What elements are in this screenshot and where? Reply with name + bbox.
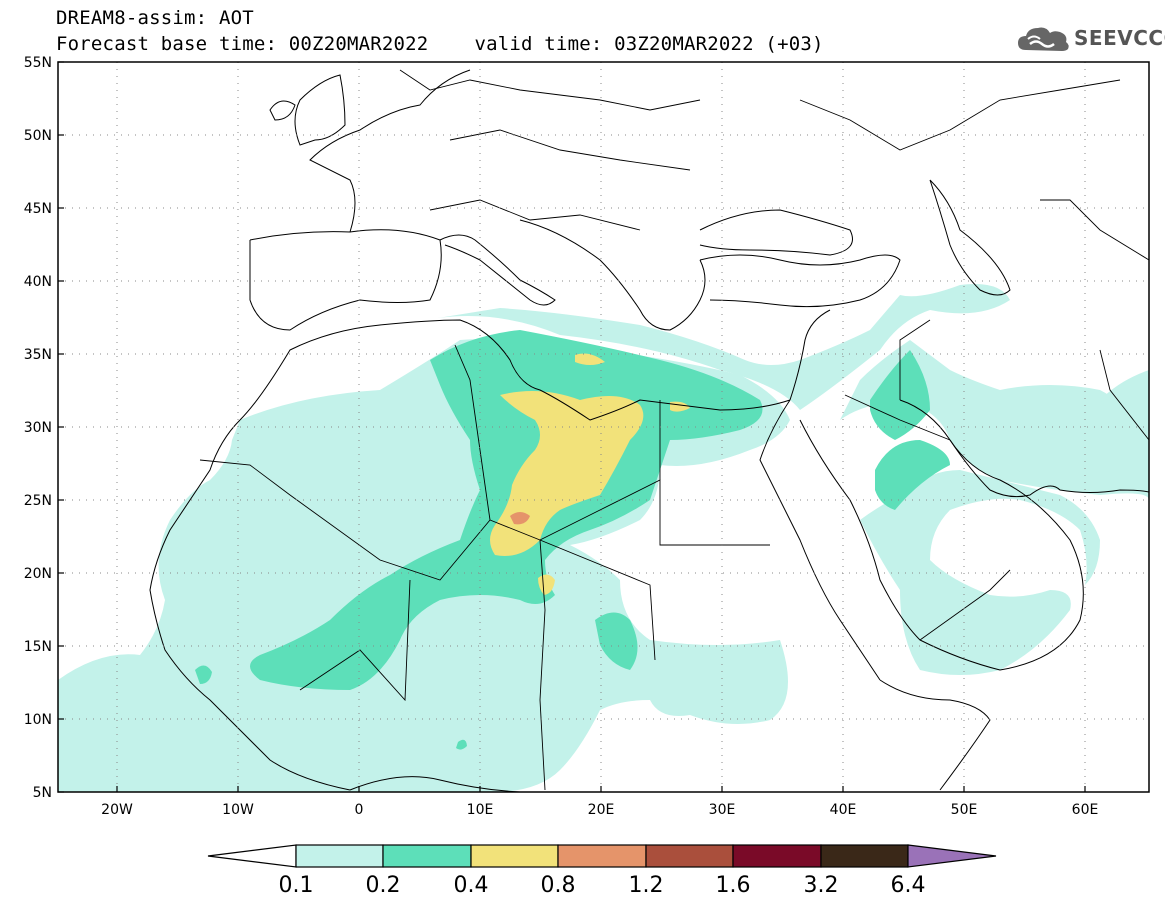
lat-label: 55N	[24, 55, 52, 71]
lat-label: 5N	[33, 785, 52, 801]
colorbar-label: 0.8	[541, 873, 576, 898]
lon-label: 50E	[951, 802, 978, 818]
colorbar-label: 3.2	[804, 873, 839, 898]
colorbar-label: 6.4	[891, 873, 926, 898]
colorbar-swatch	[295, 844, 384, 868]
lat-label: 20N	[24, 566, 52, 582]
map-grid	[58, 62, 1149, 792]
lat-label: 10N	[24, 712, 52, 728]
map-title: DREAM8-assim: AOT	[56, 7, 254, 29]
colorbar-label: 0.4	[454, 873, 489, 898]
logo-text: SEEVCCC	[1074, 26, 1165, 50]
axis-ticks	[58, 61, 1086, 793]
aot-field	[58, 62, 1149, 792]
colorbar-swatch	[470, 844, 559, 868]
lat-label: 50N	[24, 128, 52, 144]
lat-label: 40N	[24, 274, 52, 290]
lon-label: 20W	[101, 802, 133, 818]
coastlines	[149, 69, 1149, 792]
colorbar-label: 0.2	[366, 873, 401, 898]
aot-level-0-8	[510, 512, 530, 525]
lon-label: 20E	[588, 802, 615, 818]
lon-label: 60E	[1072, 802, 1099, 818]
colorbar	[207, 844, 997, 868]
colorbar-swatch	[382, 844, 472, 868]
colorbar-swatch	[645, 844, 734, 868]
lon-label: 40E	[830, 802, 857, 818]
seevccc-logo: SEEVCCC	[1016, 22, 1165, 56]
colorbar-swatch	[557, 844, 647, 868]
lat-label: 30N	[24, 420, 52, 436]
lat-label: 45N	[24, 201, 52, 217]
valid-time: valid time: 03Z20MAR2022 (+03)	[474, 33, 824, 55]
colorbar-label: 0.1	[279, 873, 314, 898]
colorbar-label: 1.2	[629, 873, 664, 898]
lon-label: 10E	[467, 802, 494, 818]
lon-label: 0	[355, 802, 364, 818]
lon-labels: 20W 10W 0 10E 20E 30E 40E 50E 60E	[101, 802, 1098, 818]
colorbar-min-arrow	[207, 844, 297, 868]
colorbar-labels: 0.1 0.2 0.4 0.8 1.2 1.6 3.2 6.4	[279, 873, 926, 898]
base-time: Forecast base time: 00Z20MAR2022	[56, 33, 429, 55]
lat-label: 35N	[24, 347, 52, 363]
forecast-times: Forecast base time: 00Z20MAR2022 valid ti…	[56, 34, 824, 54]
colorbar-swatch	[732, 844, 822, 868]
lon-label: 30E	[709, 802, 736, 818]
colorbar-label: 1.6	[716, 873, 751, 898]
colorbar-max-arrow	[907, 844, 997, 868]
cloud-icon	[1018, 27, 1069, 51]
lat-labels: 55N 50N 45N 40N 35N 30N 25N 20N 15N 10N …	[24, 55, 52, 801]
aot-level-0-4	[490, 353, 690, 595]
lon-label: 10W	[222, 802, 254, 818]
lat-label: 15N	[24, 639, 52, 655]
colorbar-swatch	[820, 844, 909, 868]
lat-label: 25N	[24, 493, 52, 509]
